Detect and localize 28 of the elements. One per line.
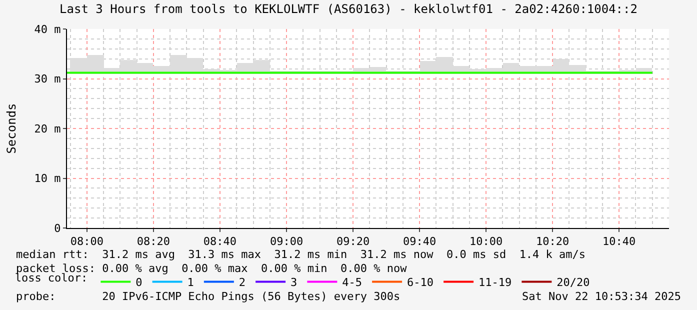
y-tick-label: 30 m [34,72,62,86]
legend-label: 4-5 [342,276,362,290]
chart-title: Last 3 Hours from tools to KEKLOLWTF (AS60163) - keklolwtf01 - 2a02:4260:1004::2 [60,2,638,16]
y-axis-title: Seconds [4,103,19,154]
legend-title: loss color: [14,272,88,285]
legend-label: 3 [290,276,298,290]
x-tick-label: 09:00 [270,235,304,248]
x-tick-label: 10:40 [602,235,636,248]
x-tick-label: 10:20 [536,235,570,248]
legend-label: 0 [136,276,142,290]
x-tick-label: 08:20 [136,235,170,248]
x-tick-label: 09:40 [402,235,436,248]
x-tick-label: 08:00 [70,235,104,248]
text: Sat Nov 22 10:53:34 2025 [522,290,681,303]
x-tick-label: 09:20 [336,235,370,248]
legend-label: 1 [187,276,194,290]
y-tick-label: 40 m [34,22,62,36]
legend-label: 2 [238,276,246,290]
legend-label: 20/20 [556,276,590,290]
text: median rtt: 31.2 ms avg 31.3 ms max 31.2 ms min 31.2 ms now 0.0 ms sd 1.4 k am/s [16,248,586,261]
x-tick-label: 08:40 [203,235,237,248]
legend-label: 6-10 [407,276,434,290]
x-tick-label: 10:00 [470,235,503,248]
text: probe: 20 IPv6-ICMP Echo Pings (56 Bytes) every 300s [16,290,400,303]
y-tick-label: 20 m [34,122,62,136]
legend-label: 11-19 [478,276,512,290]
y-tick-label: 10 m [34,172,62,186]
y-tick-label: 0 [54,222,61,235]
